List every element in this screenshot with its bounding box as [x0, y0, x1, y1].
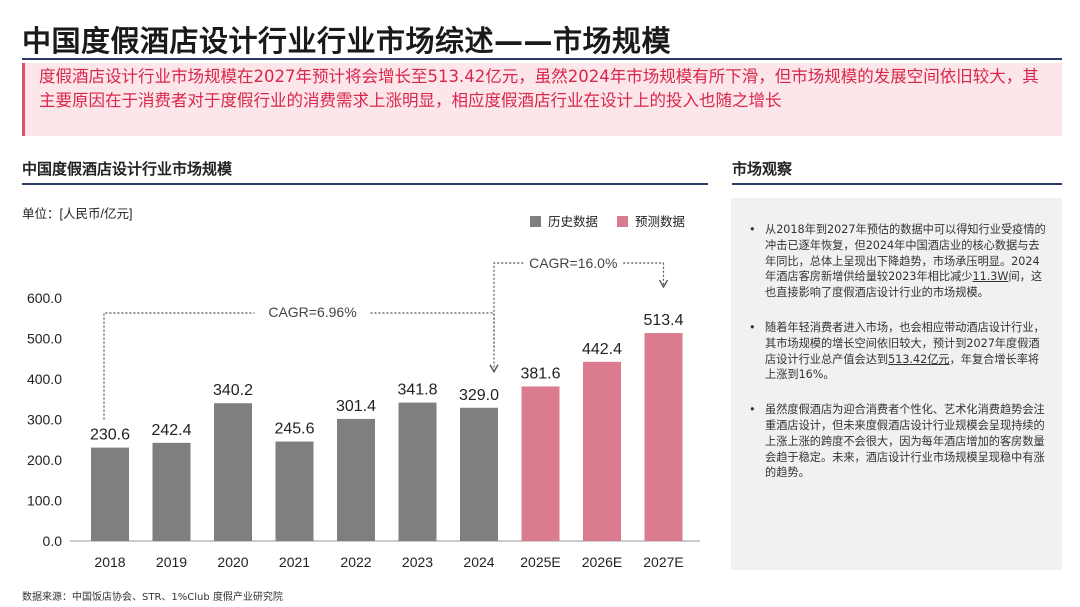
x-tick-label: 2025E — [520, 554, 560, 570]
bar-value-label: 245.6 — [274, 421, 314, 438]
bar-2025E — [521, 386, 560, 541]
observation-title: 市场观察 — [732, 160, 793, 178]
cagr-arrow-history — [489, 364, 499, 374]
cagr-label-forecast: CAGR=16.0% — [529, 255, 617, 271]
observation-text: 从2018年到2027年预估的数据中可以得知行业受疫情的冲击已逐年恢复，但202… — [765, 223, 1046, 284]
cagr-label-history: CAGR=6.96% — [268, 304, 356, 320]
bar-2020 — [214, 403, 252, 541]
bar-2018 — [91, 447, 129, 541]
observation-panel: • 从2018年到2027年预估的数据中可以得知行业受疫情的冲击已逐年恢复，但2… — [731, 198, 1062, 570]
x-tick-label: 2026E — [582, 554, 622, 570]
y-tick-label: 400.0 — [27, 371, 62, 387]
page-title: 中国度假酒店设计行业行业市场综述——市场规模 — [22, 24, 672, 58]
bar-value-label: 301.4 — [336, 398, 376, 415]
data-source-note: 数据来源：中国饭店协会、STR、1%Club 度假产业研究院 — [22, 592, 283, 603]
bar-2019 — [152, 442, 191, 541]
title-divider — [22, 58, 1062, 60]
x-tick-label: 2024 — [463, 554, 494, 570]
chart-section-title: 中国度假酒店设计行业市场规模 — [22, 160, 233, 178]
y-tick-label: 600.0 — [27, 290, 62, 306]
bar-value-label: 341.8 — [397, 382, 437, 399]
summary-banner: 度假酒店设计行业市场规模在2027年预计将会增长至513.42亿元，虽然2024… — [22, 63, 1062, 136]
x-tick-label: 2022 — [340, 554, 371, 570]
y-tick-label: 300.0 — [27, 412, 62, 428]
x-tick-label: 2021 — [279, 554, 310, 570]
bar-2026E — [583, 361, 621, 541]
y-tick-label: 500.0 — [27, 331, 62, 347]
observation-text: 间，这也直接影响了度假酒店设计行业的市场规模。 — [765, 270, 1043, 300]
observation-highlight: 11.3W — [972, 270, 1009, 284]
x-tick-label: 2023 — [402, 554, 433, 570]
cagr-connector-forecast-right — [623, 262, 665, 286]
y-tick-label: 0.0 — [43, 533, 63, 549]
bar-value-label: 513.4 — [643, 312, 683, 329]
y-tick-label: 100.0 — [27, 493, 62, 509]
bar-2021 — [275, 441, 314, 541]
y-tick-label: 200.0 — [27, 452, 62, 468]
observation-item-1: • 从2018年到2027年预估的数据中可以得知行业受疫情的冲击已逐年恢复，但2… — [745, 222, 1048, 301]
bar-value-label: 230.6 — [90, 427, 130, 444]
bar-value-label: 442.4 — [582, 341, 622, 358]
bullet-icon: • — [749, 320, 756, 334]
cagr-connector-history-right — [370, 312, 495, 370]
bar-value-label: 242.4 — [151, 422, 191, 439]
observation-text: 随着年轻消费者进入市场，也会相应带动酒店设计行业，其市场规模的增长空间依旧较大，… — [765, 320, 1045, 366]
bar-2022 — [337, 418, 375, 541]
observation-divider — [732, 183, 1062, 185]
legend-swatch-history — [530, 216, 541, 227]
x-tick-label: 2027E — [643, 554, 683, 570]
unit-label: 单位：[人民币/亿元] — [22, 206, 132, 221]
legend-label-forecast: 预测数据 — [635, 214, 685, 229]
observation-highlight: 513.42亿元 — [888, 352, 950, 366]
bar-2023 — [398, 402, 437, 541]
bar-2024 — [460, 407, 498, 541]
x-tick-label: 2018 — [94, 554, 125, 570]
bar-value-label: 329.0 — [459, 387, 499, 404]
bar-value-label: 381.6 — [520, 365, 560, 382]
x-tick-label: 2019 — [156, 554, 187, 570]
legend-swatch-forecast — [617, 216, 628, 227]
bullet-icon: • — [749, 223, 756, 236]
legend-label-history: 历史数据 — [548, 214, 598, 229]
cagr-connector-forecast-left — [493, 262, 524, 348]
observation-item-2: • 随着年轻消费者进入市场，也会相应带动酒店设计行业，其市场规模的增长空间依旧较… — [745, 320, 1048, 383]
bullet-icon: • — [749, 403, 756, 417]
bar-2027E — [644, 333, 683, 541]
chart-section-divider — [22, 183, 708, 185]
observation-text: ，年复合增长率将上涨到16%。 — [765, 352, 1040, 382]
x-tick-label: 2020 — [217, 554, 248, 570]
bar-value-label: 340.2 — [213, 382, 253, 399]
market-size-bar-chart: 单位：[人民币/亿元] 历史数据 预测数据 0.0 100.0 200.0 300.0 400… — [22, 206, 700, 570]
cagr-arrow-forecast — [658, 279, 669, 289]
observation-item-3: • 虽然度假酒店为迎合消费者个性化、艺术化消费趋势会注重酒店设计，但未来度假酒店… — [745, 402, 1048, 481]
observation-text: 虽然度假酒店为迎合消费者个性化、艺术化消费趋势会注重酒店设计，但未来度假酒店设计… — [765, 403, 1045, 480]
